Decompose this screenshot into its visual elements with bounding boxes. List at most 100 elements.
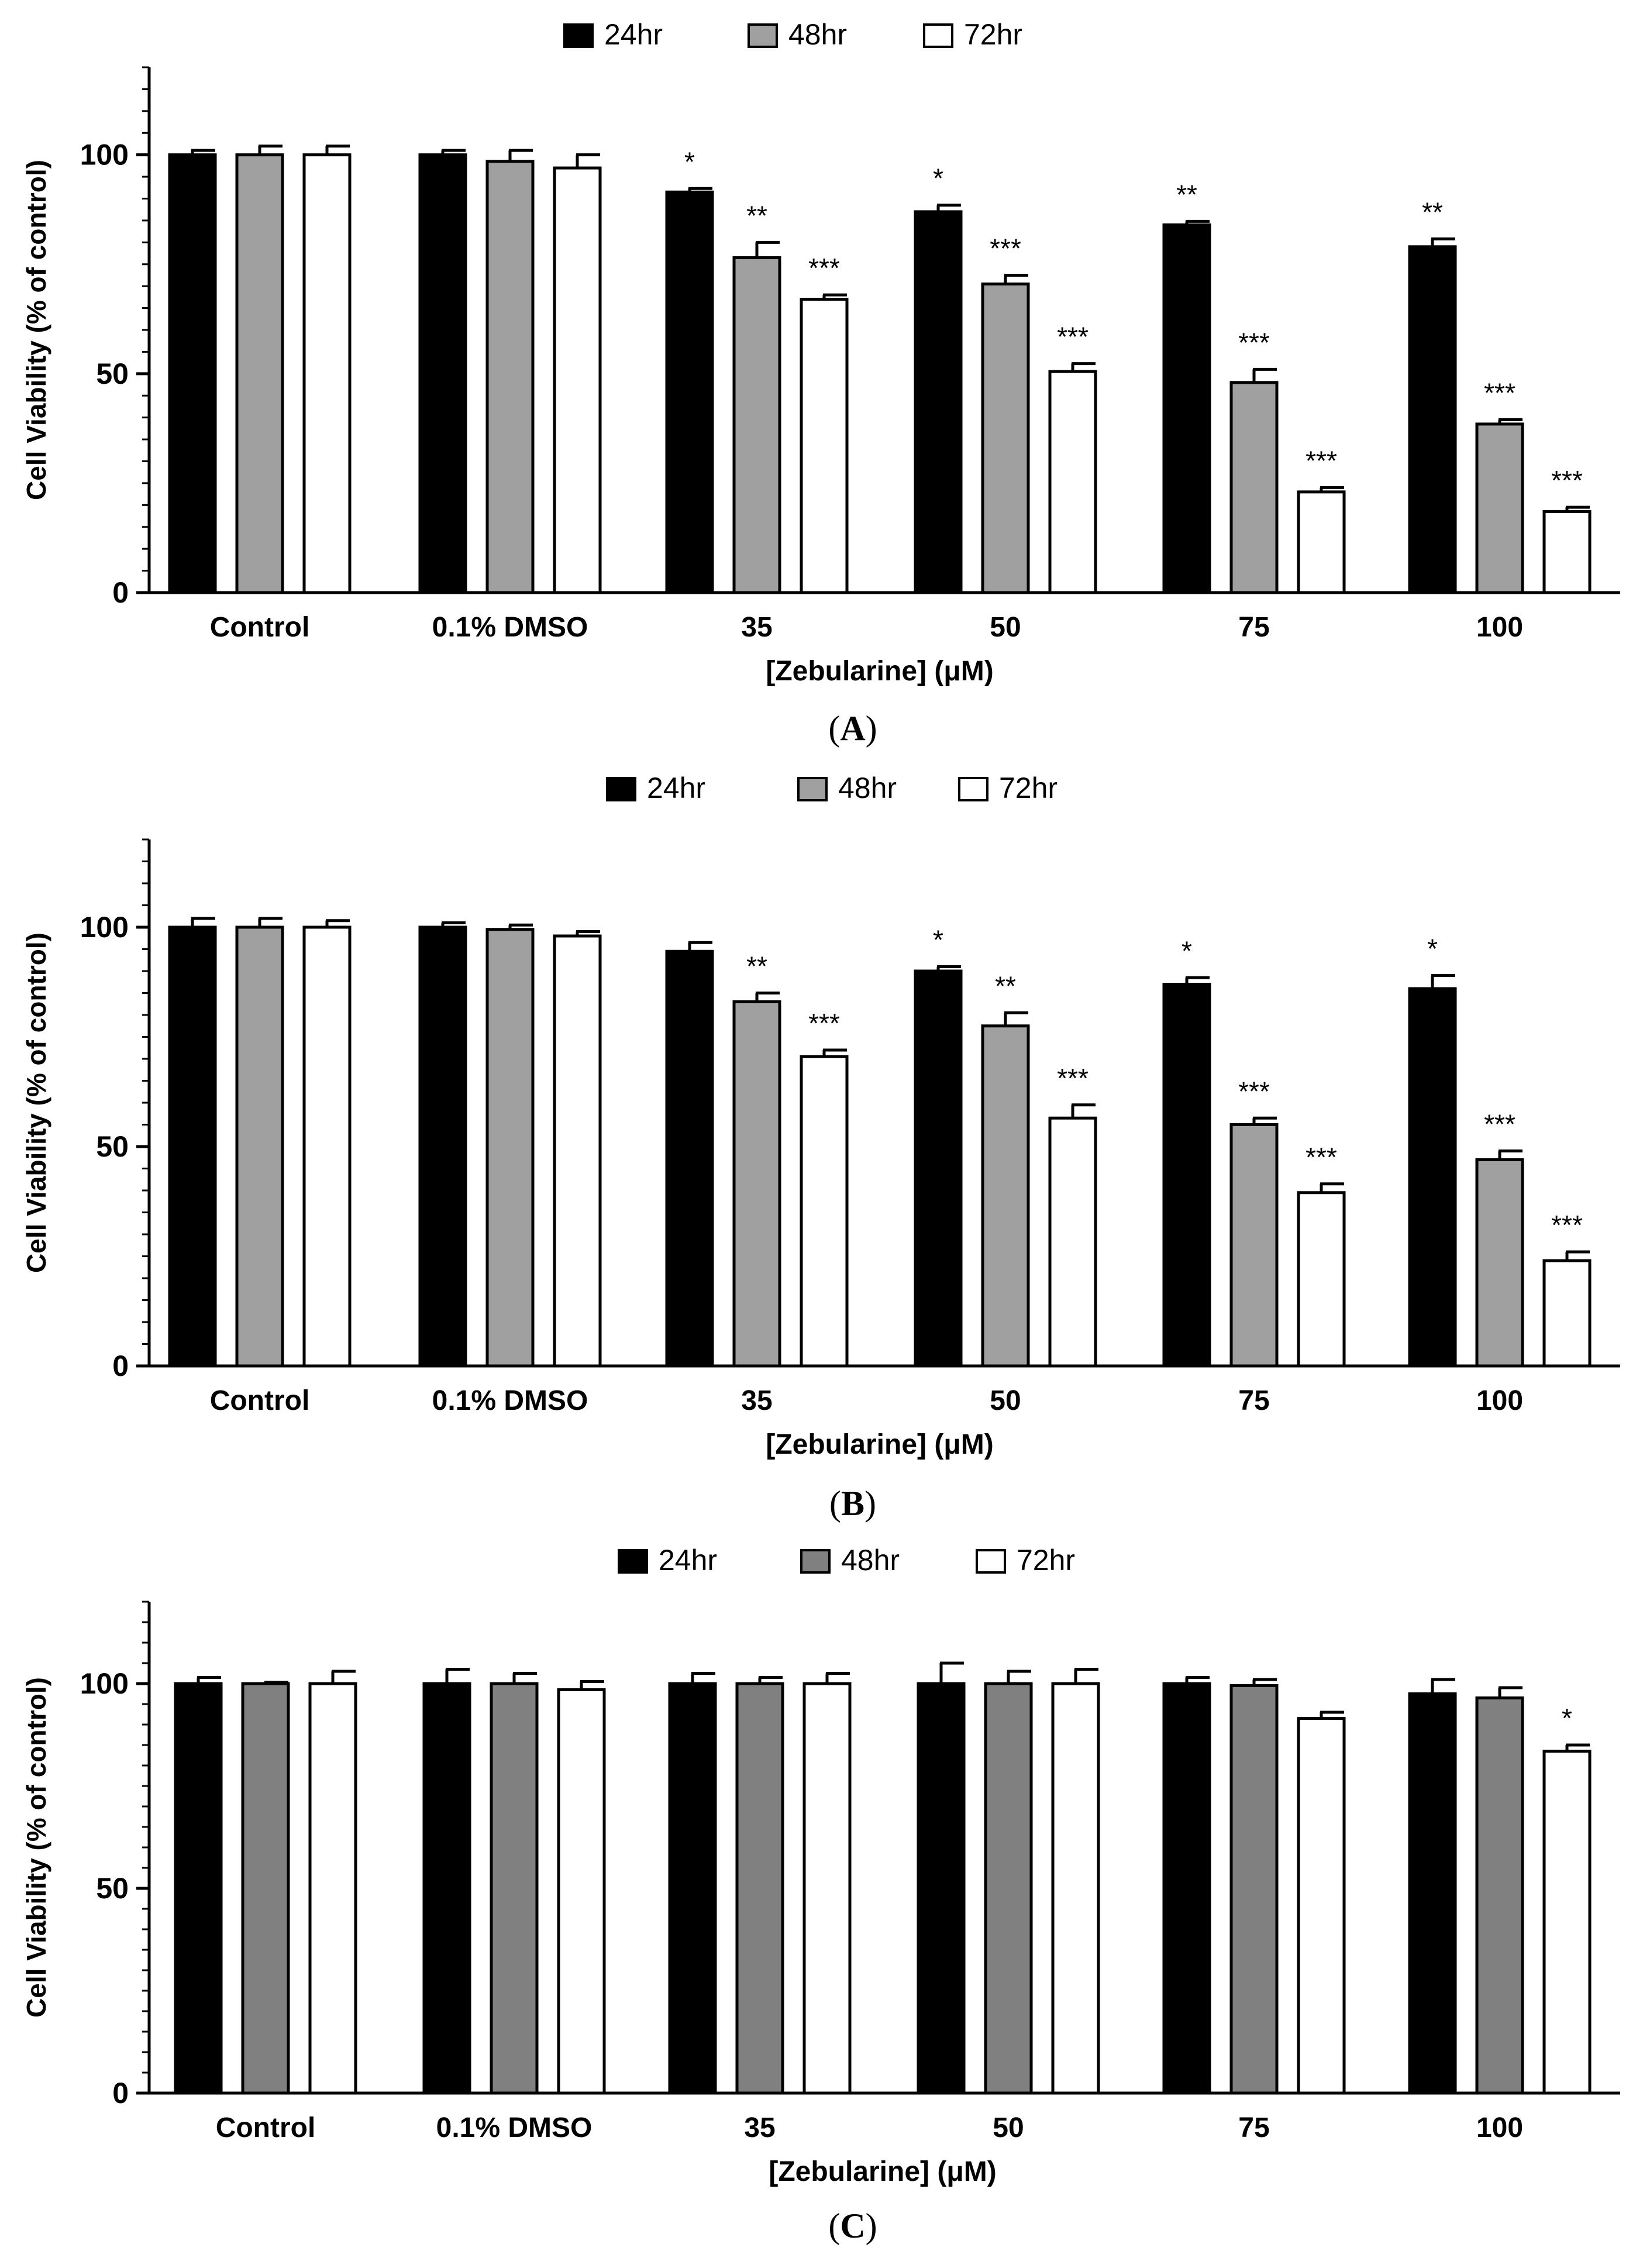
bar-48hr-35 (735, 1682, 784, 2095)
bar-group-50: 50 (917, 1661, 1100, 2143)
bar-72hr-75 (1297, 1191, 1346, 1368)
x-tick-label: 0.1% DMSO (436, 2112, 593, 2143)
legend-label-24hr: 24hr (659, 1544, 717, 1577)
x-tick-label: 75 (1238, 612, 1269, 643)
legend: 24hr 48hr 72hr (606, 772, 1058, 804)
chart-panel-A: 24hr 48hr 72hr 0 50 100 Cell Viability (% of c… (21, 18, 1620, 748)
x-tick-label: 35 (741, 1385, 772, 1416)
bar-72hr-0.1% DMSO (553, 166, 602, 594)
legend-label-24hr: 24hr (647, 772, 705, 804)
legend-swatch-72hr (958, 777, 988, 801)
legend-swatch-24hr (563, 23, 594, 48)
y-axis-label: Cell Viability (% of control) (21, 1677, 51, 2018)
caption-close-paren: ) (866, 2207, 877, 2245)
bar-72hr-75 (1297, 490, 1346, 594)
bar-48hr-35 (732, 1000, 781, 1368)
bar-group-control: Control (168, 144, 352, 643)
bar-72hr-35 (800, 1055, 849, 1368)
significance-marker-72hr: *** (1551, 465, 1583, 495)
bar-group-75: *******75 (1162, 935, 1346, 1416)
bar-48hr-35 (732, 256, 781, 594)
y-tick-label-0: 0 (112, 576, 129, 609)
bar-group-0-1-dmso: 0.1% DMSO (418, 149, 602, 643)
x-tick-label: 50 (993, 2112, 1024, 2143)
bar-48hr-Control (235, 153, 284, 594)
x-tick-label: Control (210, 1385, 310, 1416)
significance-marker-48hr: ** (746, 200, 767, 230)
bar-group-35: ******35 (665, 146, 849, 643)
bar-group-100: *******100 (1408, 934, 1592, 1416)
caption-letter: C (840, 2207, 865, 2245)
significance-marker-72hr: * (1562, 1703, 1572, 1733)
bar-24hr-0.1% DMSO (418, 925, 467, 1368)
x-tick-label: 50 (990, 612, 1021, 643)
bar-72hr-0.1% DMSO (553, 934, 602, 1368)
significance-marker-72hr: *** (1057, 1063, 1089, 1093)
y-tick-label-50: 50 (96, 357, 129, 390)
bar-48hr-50 (981, 282, 1030, 594)
legend-label-72hr: 72hr (964, 18, 1022, 51)
bar-72hr-75 (1297, 1717, 1346, 2095)
bar-72hr-35 (800, 298, 849, 594)
bar-48hr-0.1% DMSO (485, 928, 535, 1368)
significance-marker-72hr: *** (808, 253, 840, 283)
bar-24hr-50 (914, 969, 963, 1368)
x-axis-label: [Zebularine] (μM) (769, 2156, 996, 2187)
bar-24hr-50 (917, 1682, 966, 2095)
significance-marker-24hr: * (933, 163, 943, 194)
legend-label-48hr: 48hr (788, 18, 847, 51)
bar-72hr-0.1% DMSO (557, 1688, 606, 2095)
chart-panel-C: 24hr 48hr 72hr 0 50 100 Cell Viability (% of c… (21, 1544, 1620, 2245)
bar-48hr-0.1% DMSO (490, 1682, 539, 2095)
significance-marker-72hr: *** (1306, 445, 1337, 476)
legend-swatch-24hr (618, 1549, 648, 1574)
legend-label-72hr: 72hr (1017, 1544, 1075, 1577)
caption-close-paren: ) (864, 1484, 876, 1523)
legend-label-48hr: 48hr (841, 1544, 900, 1577)
significance-marker-24hr: * (933, 925, 943, 955)
bar-24hr-75 (1162, 983, 1211, 1368)
bar-24hr-35 (665, 949, 714, 1368)
bar-group-75: ********75 (1162, 179, 1346, 643)
y-tick-label-0: 0 (112, 1350, 129, 1382)
significance-marker-48hr: *** (1484, 1109, 1515, 1140)
bar-48hr-Control (235, 925, 284, 1368)
bar-group-50: ******50 (914, 925, 1097, 1416)
y-tick-label-100: 100 (80, 911, 129, 944)
legend-swatch-72hr (923, 23, 953, 48)
significance-marker-48hr: *** (1484, 377, 1515, 408)
bar-48hr-100 (1475, 422, 1524, 594)
x-axis-label: [Zebularine] (μM) (766, 1429, 993, 1460)
bar-group-0-1-dmso: 0.1% DMSO (422, 1668, 606, 2143)
x-tick-label: 0.1% DMSO (432, 612, 588, 643)
bar-48hr-100 (1475, 1696, 1524, 2095)
bar-48hr-0.1% DMSO (485, 160, 535, 594)
x-tick-label: 100 (1476, 2112, 1523, 2143)
bar-72hr-Control (302, 153, 352, 594)
significance-marker-24hr: ** (1422, 197, 1443, 227)
bar-24hr-100 (1408, 987, 1457, 1368)
bar-48hr-100 (1475, 1158, 1524, 1368)
bar-group-35: *****35 (665, 941, 849, 1416)
bar-24hr-35 (665, 190, 714, 594)
significance-marker-48hr: *** (1238, 1076, 1270, 1106)
x-tick-label: Control (210, 612, 310, 643)
x-tick-label: Control (216, 2112, 316, 2143)
caption-close-paren: ) (866, 709, 877, 748)
bar-24hr-75 (1162, 223, 1211, 594)
legend: 24hr 48hr 72hr (618, 1544, 1075, 1577)
x-tick-label: 75 (1238, 2112, 1269, 2143)
bar-group-75: 75 (1162, 1676, 1346, 2143)
significance-marker-48hr: *** (1238, 327, 1270, 357)
bar-72hr-Control (308, 1682, 357, 2095)
legend-swatch-48hr (748, 23, 778, 48)
bar-24hr-100 (1408, 1692, 1457, 2095)
caption-letter: A (840, 709, 865, 748)
bar-group-0-1-dmso: 0.1% DMSO (418, 921, 602, 1416)
bar-24hr-Control (174, 1682, 223, 2095)
bar-72hr-50 (1051, 1682, 1100, 2095)
caption-letter: B (841, 1484, 864, 1523)
bar-72hr-100 (1542, 1259, 1592, 1368)
